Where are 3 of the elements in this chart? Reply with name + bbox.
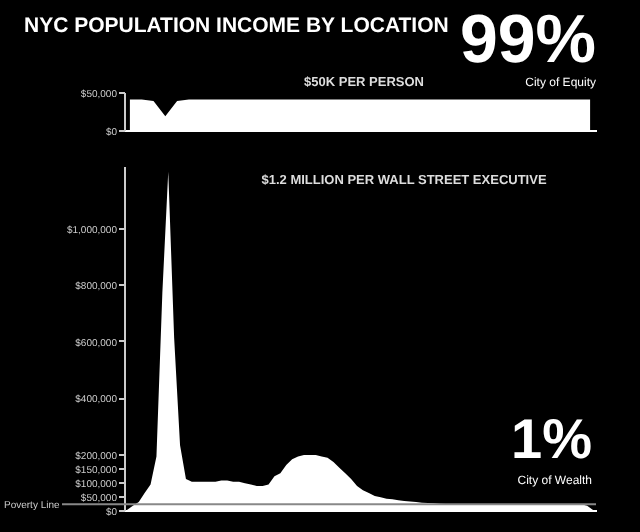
chart-title: NYC POPULATION INCOME BY LOCATION: [24, 14, 449, 38]
annotation: 1%: [511, 408, 593, 470]
text: 99%: [459, 2, 596, 78]
